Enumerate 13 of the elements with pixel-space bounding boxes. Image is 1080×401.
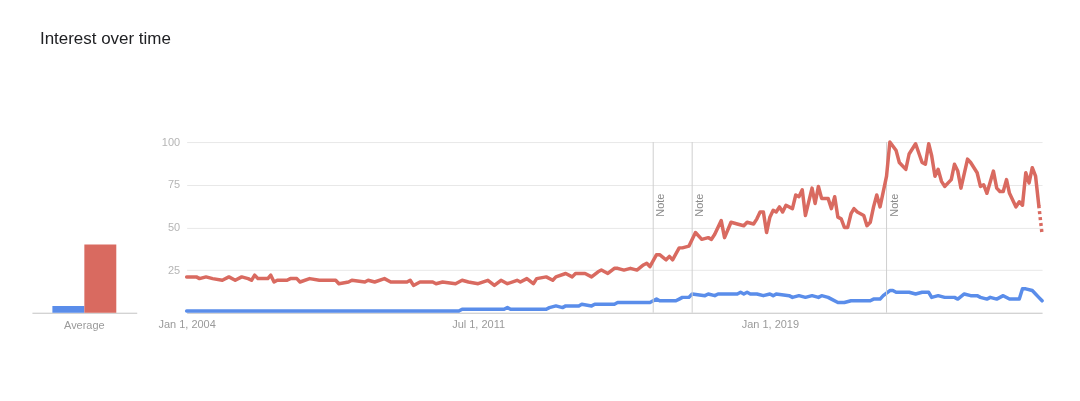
x-tick-label: Jan 1, 2004 [158, 318, 216, 331]
ref-line-label: Note [654, 193, 667, 217]
y-tick-label: 100 [161, 135, 181, 148]
x-tick-label: Jan 1, 2019 [741, 318, 800, 331]
ref-line-label: Note [887, 193, 900, 217]
x-tick-label: Jul 1, 2011 [452, 318, 506, 331]
y-tick-label: 25 [167, 263, 181, 276]
y-tick-label: 75 [167, 178, 181, 191]
x-tick-label: Average [64, 319, 105, 332]
chart-title: Interest over time [39, 29, 171, 49]
ref-line-label: Note [693, 193, 706, 217]
y-tick-label: 50 [167, 220, 181, 233]
line-series [184, 287, 1044, 313]
